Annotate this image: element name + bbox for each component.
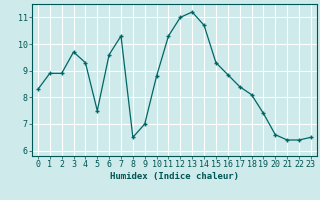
X-axis label: Humidex (Indice chaleur): Humidex (Indice chaleur) [110, 172, 239, 181]
